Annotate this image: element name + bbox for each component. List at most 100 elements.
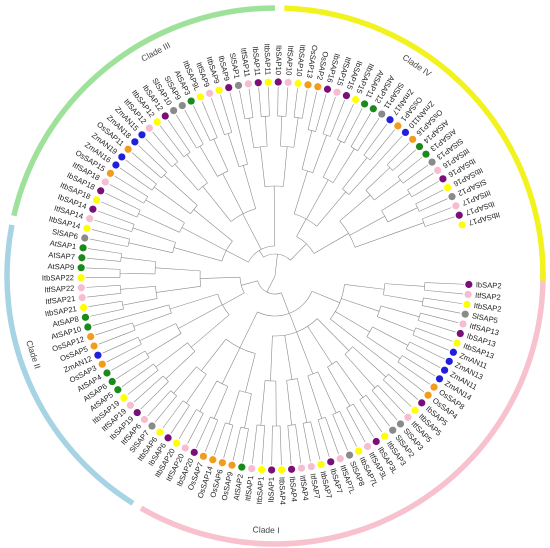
leaf-dot-113 <box>448 193 456 201</box>
branch-line-284 <box>316 191 346 227</box>
leaf-dot-14 <box>411 406 419 414</box>
branch-line-49 <box>327 366 351 407</box>
branch-line-63 <box>295 424 302 464</box>
leaf-dot-35 <box>218 459 226 467</box>
branch-line-233 <box>239 90 246 119</box>
leaf-dot-28 <box>287 465 296 473</box>
leaf-dot-20 <box>363 442 372 451</box>
leaf-dot-39 <box>181 444 189 452</box>
leaf-dot-16 <box>396 420 405 428</box>
leaf-dot-75 <box>131 138 139 146</box>
leaf-dot-36 <box>209 456 217 464</box>
branch-line-302 <box>387 207 418 223</box>
branch-line-105 <box>154 395 177 423</box>
leaf-dot-17 <box>389 426 397 434</box>
branch-line-271 <box>357 118 380 151</box>
branch-line-234 <box>248 88 254 118</box>
leaf-dot-73 <box>118 153 126 161</box>
branch-line-183 <box>101 201 138 218</box>
branch-line-135 <box>139 323 176 342</box>
branch-line-128 <box>116 357 150 380</box>
branch-line-218 <box>201 101 218 138</box>
branch-line-94 <box>196 416 211 448</box>
branch-line-79 <box>307 326 333 365</box>
leaf-dot-95 <box>314 83 322 91</box>
branch-line-205 <box>145 138 173 168</box>
leaf-dot-32 <box>248 464 256 473</box>
leaf-dot-114 <box>452 202 460 210</box>
branch-line-99 <box>213 386 229 419</box>
branch-line-2 <box>424 289 464 295</box>
branch-line-39 <box>352 346 387 378</box>
branch-line-159 <box>86 257 121 262</box>
leaf-dot-92 <box>284 78 292 87</box>
branch-line-171 <box>281 292 290 314</box>
leaf-label-93: ItbSAP10 <box>295 44 308 77</box>
branch-line-192 <box>119 167 153 191</box>
leaf-dot-80 <box>170 106 178 115</box>
leaf-dot-86 <box>225 83 233 92</box>
branch-line-220 <box>199 145 218 177</box>
branch-line-252 <box>283 146 288 187</box>
branch-line-208 <box>159 125 185 158</box>
leaf-dot-5 <box>456 329 464 338</box>
branch-line-211 <box>174 164 199 191</box>
branch-line-76 <box>260 380 266 426</box>
branch-line-54 <box>325 417 339 455</box>
leaf-dot-106 <box>409 135 417 143</box>
branch-line-111 <box>245 353 256 393</box>
leaf-label-92: ItfSAP10 <box>284 45 295 76</box>
branch-line-10 <box>420 312 459 323</box>
leaf-label-89: IbSAP11 <box>251 46 263 76</box>
branch-line-296 <box>411 181 439 198</box>
leaf-dot-64 <box>81 234 89 242</box>
leaf-dot-9 <box>440 366 449 374</box>
branch-line-145 <box>169 293 218 310</box>
branch-line-212 <box>186 154 208 184</box>
branch-line-201 <box>173 247 223 262</box>
branch-line-1 <box>424 282 464 285</box>
leaf-dot-22 <box>345 451 354 459</box>
leaf-dot-84 <box>206 89 214 97</box>
branch-line-51 <box>339 411 357 447</box>
branch-line-237 <box>268 87 270 117</box>
leaf-dot-0 <box>465 280 473 289</box>
leaf-dot-1 <box>464 290 472 299</box>
leaf-label-33: AtSAP2 <box>232 473 245 501</box>
leaf-dot-67 <box>89 205 97 213</box>
branch-line-186 <box>109 184 144 204</box>
branch-line-256 <box>273 186 276 247</box>
branch-line-7 <box>384 283 425 287</box>
branch-line-33 <box>388 373 419 400</box>
leaf-dot-18 <box>381 432 389 440</box>
branch-line-267 <box>337 103 354 140</box>
branch-line-308 <box>349 215 385 236</box>
leaf-label-88: ItfSAP11 <box>239 47 252 77</box>
branch-line-215 <box>184 109 204 145</box>
branch-line-154 <box>120 286 156 290</box>
branch-line-66 <box>297 378 308 423</box>
leaf-dot-15 <box>404 413 412 421</box>
branch-line-277 <box>369 129 395 161</box>
branch-line-137 <box>98 329 136 345</box>
branch-line-287 <box>392 149 416 171</box>
branch-line-293 <box>374 179 401 201</box>
leaf-dot-45 <box>133 408 141 417</box>
leaf-dot-88 <box>244 80 252 88</box>
branch-line-231 <box>242 165 256 209</box>
branch-line-122 <box>127 369 159 395</box>
branch-line-240 <box>265 116 268 147</box>
branch-line-230 <box>222 173 244 214</box>
branch-line-88 <box>214 422 226 456</box>
leaf-dot-53 <box>90 342 98 350</box>
branch-line-214 <box>175 114 197 149</box>
branch-line-4 <box>423 297 463 304</box>
branch-line-48 <box>336 360 364 398</box>
leaf-dot-112 <box>444 184 452 192</box>
leaf-dot-71 <box>106 169 114 177</box>
leaf-dot-4 <box>459 320 467 328</box>
leaf-dot-47 <box>120 394 128 402</box>
leaf-dot-63 <box>79 244 87 252</box>
branch-line-295 <box>407 172 434 191</box>
